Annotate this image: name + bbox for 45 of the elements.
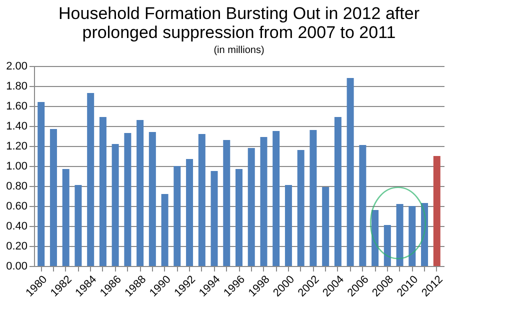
bar <box>384 225 391 266</box>
bar <box>161 194 168 266</box>
bar <box>297 150 304 266</box>
bar <box>396 204 404 266</box>
bar <box>433 156 440 266</box>
y-tick-label: 0.20 <box>6 240 28 252</box>
bar <box>74 185 82 266</box>
y-tick-label: 0.80 <box>6 180 28 192</box>
bar <box>272 131 280 266</box>
y-tick-label: 0.60 <box>6 200 28 212</box>
bar <box>148 132 156 266</box>
bar <box>99 117 106 266</box>
bar <box>248 148 255 266</box>
bar <box>322 187 330 266</box>
bar <box>359 145 366 266</box>
bar <box>372 210 379 266</box>
bar <box>334 117 342 266</box>
y-tick-label: 2.00 <box>6 60 28 72</box>
bar <box>87 93 94 266</box>
bar <box>223 140 230 266</box>
bar <box>408 206 416 266</box>
chart-subtitle: (in millions) <box>214 45 264 56</box>
bar <box>236 169 242 266</box>
y-tick-label: 1.60 <box>6 100 28 112</box>
bar <box>284 185 292 266</box>
bar <box>310 130 317 266</box>
bar <box>38 102 45 266</box>
y-tick-label: 1.80 <box>6 80 28 92</box>
bar <box>50 129 57 266</box>
y-tick-label: 1.40 <box>6 120 28 132</box>
bar <box>112 144 119 266</box>
bar <box>124 133 132 266</box>
bar <box>210 171 218 266</box>
bar <box>186 159 194 266</box>
bar <box>260 137 268 266</box>
y-tick-label: 1.20 <box>6 140 28 152</box>
y-tick-label: 0.00 <box>6 260 28 272</box>
y-tick-label: 0.40 <box>6 220 28 232</box>
bar <box>136 120 144 266</box>
chart-title: Household Formation Bursting Out in 2012 after prolonged suppression from 2007 to 2011 <box>58 4 420 42</box>
bar <box>346 78 354 266</box>
bar <box>198 134 206 266</box>
bar <box>174 166 181 266</box>
bar <box>62 169 70 266</box>
y-tick-label: 1.00 <box>6 160 28 172</box>
